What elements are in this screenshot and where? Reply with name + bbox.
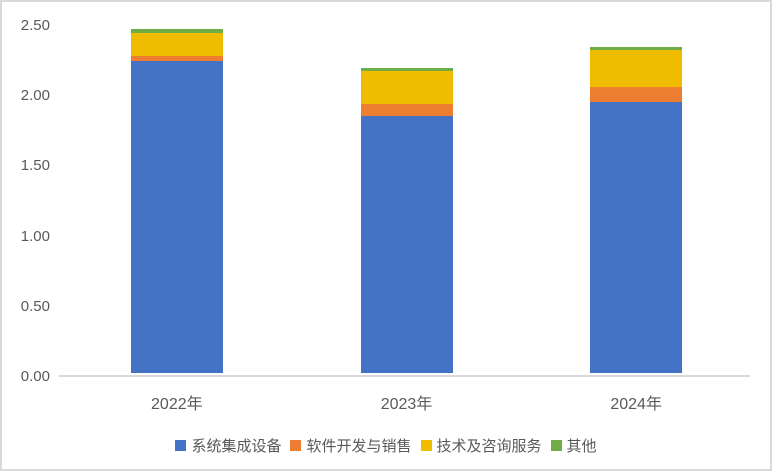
- bar-segment-系统集成设备: [360, 116, 453, 373]
- legend-label: 系统集成设备: [191, 438, 282, 455]
- legend-label: 软件开发与销售: [306, 438, 412, 455]
- bar-segment-软件开发与销售: [360, 103, 453, 117]
- bar-segment-系统集成设备: [130, 61, 223, 373]
- legend-item: 系统集成设备: [175, 435, 281, 456]
- y-tick-label: 1.50: [20, 157, 50, 175]
- bar-2024年: [590, 47, 683, 373]
- legend-item: 其他: [550, 435, 597, 456]
- bar-segment-软件开发与销售: [590, 86, 683, 102]
- bar-2022年: [130, 29, 223, 373]
- legend-label: 技术及咨询服务: [436, 438, 542, 455]
- legend-swatch-icon: [420, 440, 432, 451]
- x-axis-label: 2023年: [380, 396, 433, 413]
- legend-label: 其他: [566, 438, 597, 455]
- bar-segment-技术及咨询服务: [590, 50, 683, 87]
- legend-swatch-icon: [550, 440, 562, 451]
- x-axis-label: 2024年: [610, 396, 662, 413]
- bar-segment-技术及咨询服务: [360, 71, 453, 104]
- legend: 系统集成设备 软件开发与销售 技术及咨询服务 其他: [2, 435, 770, 456]
- y-tick-label: 2.50: [20, 17, 50, 34]
- x-axis-label: 2022年: [151, 396, 203, 413]
- legend-swatch-icon: [290, 440, 302, 451]
- bar-segment-其他: [590, 47, 683, 51]
- bar-segment-其他: [360, 68, 453, 72]
- bar-segment-系统集成设备: [590, 102, 683, 373]
- x-axis-line: [59, 375, 750, 377]
- bar-2023年: [360, 68, 453, 373]
- legend-item: 技术及咨询服务: [420, 435, 542, 456]
- legend-swatch-icon: [175, 440, 187, 451]
- y-tick-label: 0.00: [20, 368, 50, 385]
- bar-segment-软件开发与销售: [130, 55, 223, 62]
- y-tick-label: 1.00: [20, 227, 50, 245]
- y-tick-label: 2.00: [20, 87, 50, 105]
- bar-segment-技术及咨询服务: [130, 33, 223, 56]
- y-tick-label: 0.50: [20, 297, 50, 315]
- legend-item: 软件开发与销售: [290, 435, 412, 456]
- bar-segment-其他: [130, 29, 223, 34]
